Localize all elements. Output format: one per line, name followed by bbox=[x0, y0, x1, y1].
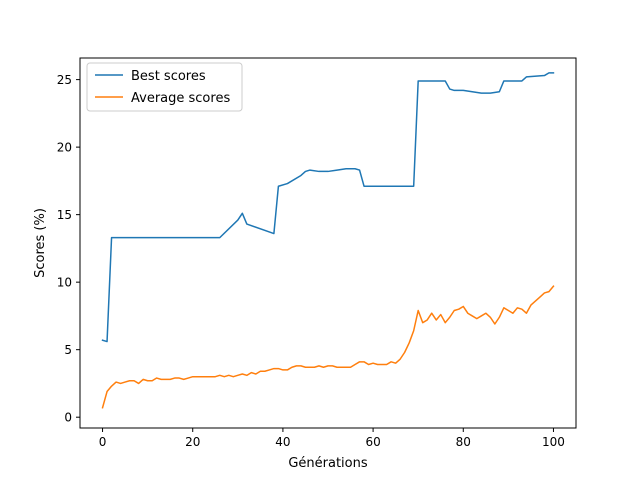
y-tick-label: 20 bbox=[57, 141, 72, 155]
x-tick-label: 100 bbox=[542, 435, 565, 449]
x-axis-label: Générations bbox=[288, 456, 368, 471]
legend-label-average-scores: Average scores bbox=[131, 91, 230, 106]
y-tick-label: 25 bbox=[57, 73, 72, 87]
legend-label-best-scores: Best scores bbox=[131, 69, 206, 84]
x-axis-ticks: 0 20 40 60 80 100 bbox=[99, 428, 565, 449]
x-tick-label: 80 bbox=[456, 435, 471, 449]
y-tick-label: 10 bbox=[57, 276, 72, 290]
series-line-average-scores bbox=[101, 285, 555, 409]
series-layer bbox=[101, 72, 555, 409]
x-tick-label: 0 bbox=[99, 435, 107, 449]
y-axis-ticks: 0 5 10 15 20 25 bbox=[57, 73, 80, 425]
series-line-best-scores bbox=[101, 72, 555, 343]
y-tick-label: 5 bbox=[64, 343, 72, 357]
x-tick-label: 40 bbox=[275, 435, 290, 449]
y-tick-label: 0 bbox=[64, 411, 72, 425]
legend: Best scores Average scores bbox=[86, 62, 243, 112]
x-tick-label: 20 bbox=[185, 435, 200, 449]
y-axis-label: Scores (%) bbox=[33, 208, 48, 278]
x-tick-label: 60 bbox=[365, 435, 380, 449]
plot-frame bbox=[79, 57, 577, 429]
y-tick-label: 15 bbox=[57, 208, 72, 222]
legend-frame bbox=[86, 62, 243, 112]
